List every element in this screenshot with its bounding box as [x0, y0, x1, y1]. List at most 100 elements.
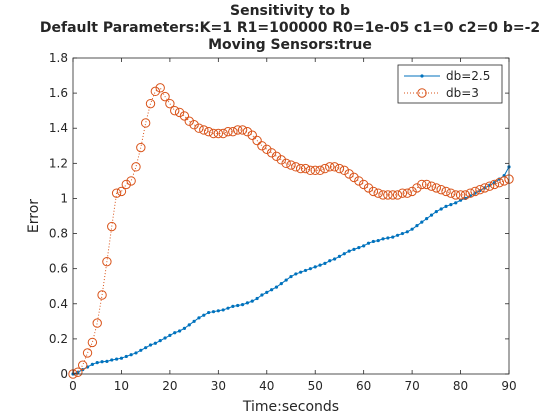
- data-point-db-2-5: [158, 339, 162, 343]
- chart-title-line-1: Sensitivity to b: [230, 3, 350, 19]
- data-point-db-2-5: [134, 351, 138, 355]
- data-point-db-3: [271, 151, 282, 162]
- data-point-db-2-5: [391, 235, 395, 239]
- data-point-db-3: [412, 183, 422, 193]
- data-point-db-2-5: [173, 331, 177, 335]
- data-point-db-3: [155, 83, 165, 93]
- x-tick-label: 20: [162, 379, 177, 393]
- data-point-db-2-5: [386, 236, 390, 240]
- data-point-db-3: [116, 186, 127, 197]
- y-tick-label: 1: [60, 191, 68, 205]
- y-tick-label: 1.2: [49, 156, 68, 170]
- data-point-db-2-5: [362, 244, 366, 248]
- data-point-db-3: [494, 177, 505, 188]
- x-tick-label: 90: [501, 379, 516, 393]
- data-point-db-2-5: [153, 341, 157, 345]
- data-point-db-3: [223, 127, 233, 137]
- data-point-db-2-5: [95, 360, 99, 365]
- data-point-db-3: [388, 190, 398, 200]
- data-point-db-3: [160, 91, 170, 102]
- data-point-db-3: [305, 165, 316, 176]
- data-point-db-3: [480, 183, 490, 193]
- data-point-db-3: [184, 116, 194, 126]
- data-point-db-3: [92, 318, 102, 328]
- series-line-db-3: [72, 87, 510, 375]
- data-point-db-3: [189, 120, 199, 130]
- data-point-db-3: [354, 176, 364, 186]
- data-point-db-2-5: [425, 217, 429, 221]
- data-point-db-3: [446, 188, 456, 198]
- x-axis-label: Time:seconds: [242, 399, 339, 415]
- legend-entry-db-3: db=3: [404, 86, 479, 100]
- chart-title-line-3: Moving Sensors:true: [208, 37, 372, 53]
- data-point-db-2-5: [139, 348, 143, 352]
- legend-label-db-2-5: db=2.5: [446, 69, 490, 83]
- data-point-db-3: [281, 158, 291, 169]
- data-point-db-3: [73, 367, 83, 377]
- data-point-db-3: [179, 111, 190, 121]
- data-point-db-3: [460, 190, 471, 200]
- y-tick-label: 0.2: [49, 332, 68, 346]
- data-point-db-3: [465, 188, 475, 198]
- data-point-db-3: [107, 221, 117, 232]
- data-point-db-3: [237, 125, 248, 135]
- data-point-db-3: [373, 188, 383, 198]
- data-point-db-2-5: [265, 290, 269, 294]
- x-tick-label: 80: [453, 379, 468, 393]
- data-point-db-2-5: [279, 281, 283, 286]
- data-point-db-2-5: [429, 213, 434, 217]
- data-point-db-2-5: [444, 204, 448, 208]
- data-point-db-2-5: [163, 336, 167, 340]
- data-point-db-2-5: [221, 308, 225, 312]
- data-point-db-2-5: [240, 303, 245, 307]
- data-point-db-2-5: [129, 353, 133, 357]
- y-tick-label: 0.8: [49, 227, 68, 241]
- y-tick-label: 1.8: [49, 51, 68, 65]
- data-point-db-3: [363, 183, 374, 193]
- data-point-db-3: [266, 148, 277, 158]
- data-point-db-2-5: [177, 329, 182, 333]
- data-point-db-3: [77, 360, 88, 370]
- data-point-db-3: [228, 127, 238, 137]
- data-point-db-2-5: [270, 288, 274, 292]
- data-point-db-2-5: [318, 263, 322, 267]
- data-point-db-3: [475, 184, 485, 195]
- data-point-db-2-5: [449, 202, 453, 207]
- data-point-db-3: [431, 183, 442, 193]
- data-point-db-3: [199, 125, 209, 135]
- data-point-db-3: [320, 163, 330, 174]
- y-tick-label: 0.6: [49, 262, 68, 276]
- y-tick-label: 1.6: [49, 86, 68, 100]
- legend: db=2.5 db=3: [397, 64, 503, 104]
- data-point-db-3: [102, 256, 112, 267]
- data-point-db-3: [150, 86, 161, 97]
- y-tick-label: 0: [60, 367, 68, 381]
- data-point-db-2-5: [274, 285, 279, 289]
- series-layer: [68, 83, 514, 379]
- data-point-db-2-5: [202, 313, 206, 317]
- data-point-db-3: [276, 155, 287, 165]
- data-point-db-2-5: [337, 254, 342, 258]
- data-point-db-2-5: [250, 299, 254, 303]
- data-point-db-3: [208, 128, 219, 139]
- data-point-db-2-5: [395, 233, 400, 237]
- data-point-db-2-5: [333, 257, 337, 261]
- data-point-db-2-5: [313, 265, 317, 269]
- data-point-db-3: [407, 186, 417, 197]
- legend-swatch-marker-db-2-5: [420, 74, 424, 78]
- data-point-db-3: [397, 188, 408, 198]
- data-point-db-2-5: [381, 237, 385, 241]
- data-point-db-3: [378, 190, 388, 200]
- data-point-db-3: [291, 162, 301, 172]
- data-point-db-3: [165, 98, 175, 109]
- data-point-db-3: [344, 169, 354, 179]
- data-point-db-2-5: [260, 293, 264, 297]
- data-point-db-2-5: [357, 246, 361, 250]
- y-tick-label: 1.4: [49, 121, 68, 135]
- data-point-db-3: [203, 127, 214, 137]
- x-tick-label: 70: [404, 379, 419, 393]
- data-point-db-2-5: [182, 326, 187, 330]
- data-point-db-3: [349, 172, 359, 183]
- data-point-db-2-5: [303, 268, 308, 273]
- data-point-db-3: [499, 176, 509, 186]
